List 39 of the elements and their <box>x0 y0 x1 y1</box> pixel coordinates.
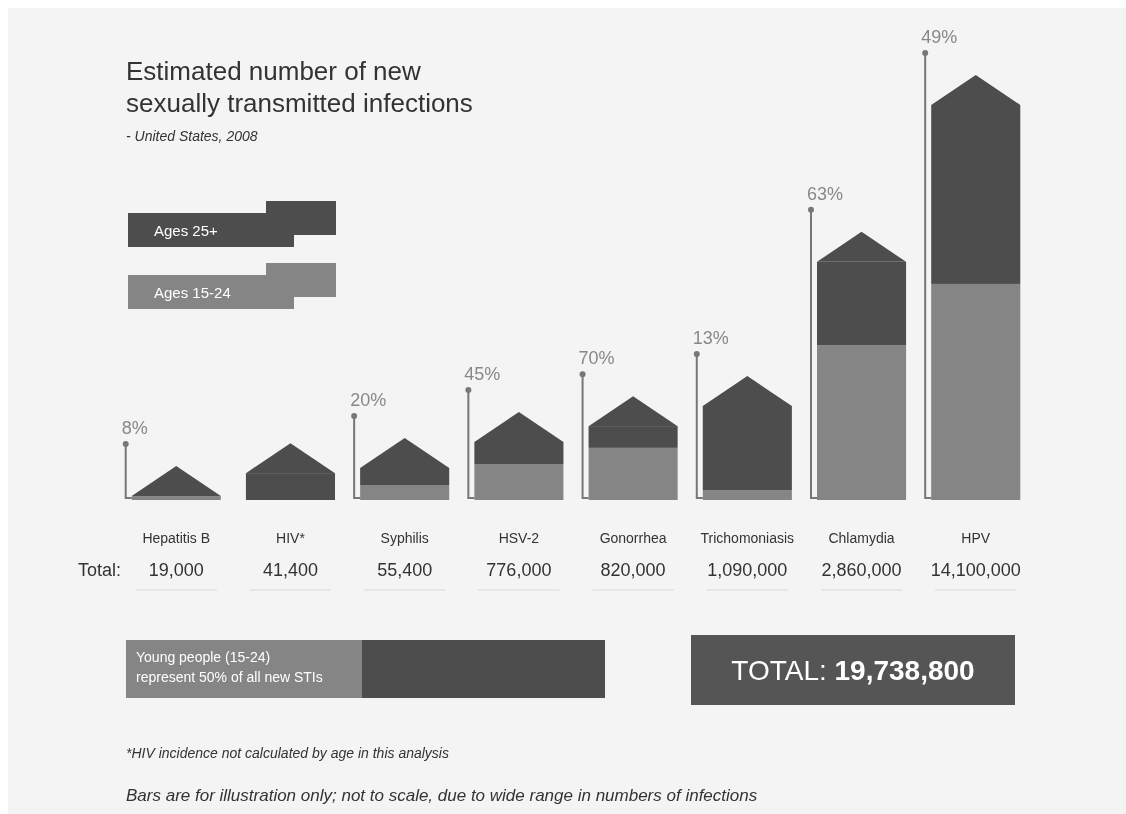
bar <box>702 490 792 500</box>
bar <box>931 283 1021 500</box>
text: 41,400 <box>262 560 318 580</box>
bar <box>474 464 564 500</box>
text: 49% <box>921 27 958 47</box>
x-tick-label: Syphilis <box>380 530 429 546</box>
legend-label: Ages 25+ <box>154 222 219 239</box>
text: 19,000 <box>148 560 204 580</box>
text: Young people (15-24) represent 50% of all new STIs <box>136 649 323 685</box>
x-tick-label: Chlamydia <box>828 530 895 546</box>
chart-title: Estimated number of new sexually transmitted infections <box>126 56 473 118</box>
annotation: 63% <box>806 183 844 204</box>
text: 820,000 <box>600 560 666 580</box>
text: 776,000 <box>486 560 552 580</box>
text: 2,860,000 <box>821 560 902 580</box>
text: Bars are for illustration only; not to scale, due to wide range in numbers of infections <box>126 786 758 805</box>
x-tick-label: Hepatitis B <box>142 530 211 546</box>
annotation: 8% <box>121 418 148 439</box>
annotation: 45% <box>464 363 501 384</box>
x-tick-label: Gonorrhea <box>599 530 667 546</box>
x-tick-label: Trichomoniasis <box>700 530 795 546</box>
text: 1,090,000 <box>707 560 788 580</box>
annotation: 70% <box>578 348 615 369</box>
annotation: 20% <box>350 390 387 411</box>
bar <box>131 496 221 500</box>
bar <box>360 484 450 500</box>
text: 14,100,000 <box>930 560 1021 580</box>
text: 55,400 <box>377 560 433 580</box>
bar <box>588 447 678 500</box>
legend-label: Ages 15-24 <box>154 284 231 301</box>
text: TOTAL: 19,738,800 <box>731 655 975 686</box>
x-tick-label: HSV-2 <box>498 530 540 546</box>
x-tick-label: HIV* <box>276 530 306 546</box>
text: - United States, 2008 <box>126 128 258 144</box>
text: Total: <box>78 560 122 580</box>
bar <box>816 345 907 500</box>
x-tick-label: HPV <box>961 530 991 546</box>
annotation: 13% <box>692 327 729 348</box>
text: *HIV incidence not calculated by age in this analysis <box>126 745 449 761</box>
